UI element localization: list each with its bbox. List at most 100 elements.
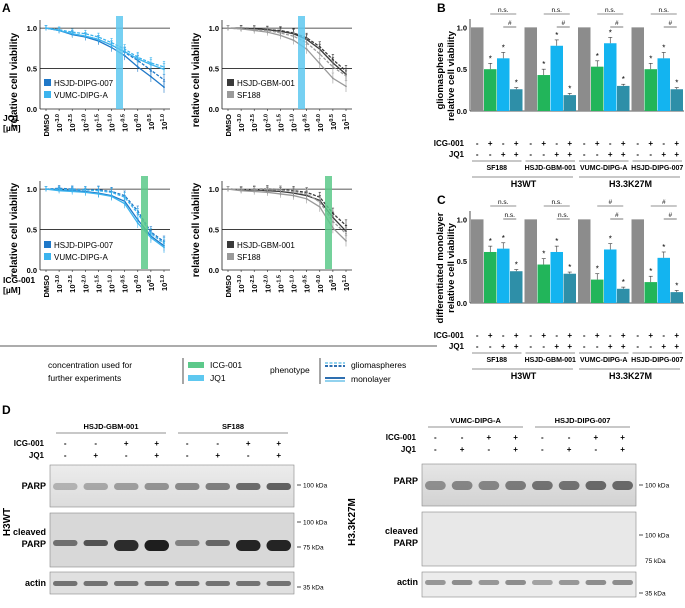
y-tick-label: 0.0 bbox=[209, 266, 219, 275]
blot-label-parp-r: PARP bbox=[394, 476, 418, 486]
x-tick-label: 10-0.5 bbox=[303, 275, 312, 293]
row2-xlabel-a: ICG-001 [µM] bbox=[3, 275, 35, 295]
legend-gbm-1: HSJD-GBM-001 SF188 bbox=[227, 79, 295, 100]
blot-icg-sign: - bbox=[94, 439, 97, 448]
data-point bbox=[149, 75, 152, 78]
blot-band bbox=[83, 483, 108, 490]
x-tick-label: 101.0 bbox=[342, 275, 351, 291]
significance-star: * bbox=[609, 235, 612, 244]
bar bbox=[657, 58, 670, 111]
significance-star: * bbox=[622, 75, 625, 84]
blot-band bbox=[53, 483, 78, 490]
blot-right-side-label: H3.3K27M bbox=[347, 498, 358, 546]
bar bbox=[550, 251, 563, 303]
x-tick-label: 10-3.0 bbox=[237, 114, 246, 132]
jq1-sign: + bbox=[567, 150, 572, 159]
cell-line-label: HSJD-DIPG-007 bbox=[631, 357, 683, 364]
blot-jq1-sign: + bbox=[567, 445, 572, 454]
icg-sign: - bbox=[636, 139, 639, 148]
legend-swatch-gbm001-2 bbox=[227, 241, 234, 248]
data-point bbox=[110, 195, 113, 198]
significance-star: * bbox=[568, 263, 571, 272]
bar bbox=[510, 89, 523, 111]
data-point bbox=[331, 227, 334, 229]
legend-glio: gliomaspheres bbox=[351, 360, 406, 370]
jq1-sign: - bbox=[529, 150, 532, 159]
data-point bbox=[240, 28, 243, 30]
cell-line-label: HSJD-GBM-001 bbox=[525, 357, 576, 364]
panel-label-a: A bbox=[2, 1, 11, 15]
y-tick-label: 0.5 bbox=[27, 226, 37, 235]
sig-label-top: # bbox=[608, 199, 612, 206]
jq1-sign: - bbox=[489, 342, 492, 351]
data-point bbox=[136, 66, 139, 68]
blot-icg-sign: - bbox=[568, 433, 571, 442]
mw-label: 75 kDa bbox=[303, 545, 324, 552]
row-label-icg: ICG-001 bbox=[434, 139, 465, 148]
legend-dipg-2: HSJD-DIPG-007 VUMC-DIPG-A bbox=[44, 241, 114, 262]
bar bbox=[591, 66, 604, 111]
x-tick-label: 10-2.5 bbox=[68, 275, 77, 293]
icg-sign: - bbox=[502, 331, 505, 340]
blot-label-actin: actin bbox=[25, 578, 46, 588]
legend-swatch-vumc-2 bbox=[44, 253, 51, 260]
icg-sign: + bbox=[674, 139, 679, 148]
jq1-sign: - bbox=[596, 150, 599, 159]
data-point bbox=[163, 78, 165, 81]
bar bbox=[604, 249, 617, 303]
bar bbox=[524, 27, 537, 112]
icg-sign: + bbox=[648, 139, 653, 148]
icg-sign: - bbox=[555, 139, 558, 148]
blot-band bbox=[478, 481, 500, 490]
jq1-sign: - bbox=[583, 150, 586, 159]
sig-label-low: n.s. bbox=[558, 212, 569, 219]
significance-star: * bbox=[515, 79, 518, 88]
y-tick-label: 1.0 bbox=[457, 215, 467, 224]
jq1-sign: + bbox=[554, 150, 559, 159]
blot-band bbox=[612, 481, 633, 490]
bottom-legend: concentration used for further experimen… bbox=[0, 345, 437, 384]
blot-band bbox=[425, 580, 446, 585]
icg-sign: + bbox=[541, 139, 546, 148]
bar bbox=[631, 27, 644, 112]
significance-star: * bbox=[542, 60, 545, 69]
data-point bbox=[279, 193, 282, 195]
jq1-sign: - bbox=[542, 150, 545, 159]
icg-sign: - bbox=[609, 139, 612, 148]
y-tick-label: 1.0 bbox=[27, 185, 37, 194]
legend-mono: monolayer bbox=[351, 374, 391, 384]
blot-band bbox=[478, 580, 500, 585]
bar bbox=[670, 292, 683, 303]
blot-band bbox=[144, 581, 169, 586]
blot-band bbox=[53, 540, 78, 546]
data-point bbox=[163, 86, 165, 89]
significance-star: * bbox=[515, 261, 518, 270]
data-point bbox=[292, 194, 295, 197]
blot-jq1-sign: + bbox=[215, 451, 220, 460]
panel-a-ylabel-1: relative cell viability bbox=[9, 32, 20, 127]
blot-row-icg: ICG-001 bbox=[14, 439, 45, 448]
bar bbox=[591, 279, 604, 303]
data-point bbox=[136, 222, 139, 224]
x-tick-label: 10-3.0 bbox=[237, 275, 246, 293]
blot-icg-sign: - bbox=[186, 439, 189, 448]
blot-band bbox=[144, 540, 169, 551]
significance-star: * bbox=[662, 243, 665, 252]
blot-jq1-sign: - bbox=[541, 445, 544, 454]
significance-star: * bbox=[649, 54, 652, 63]
blot-icg-sign: - bbox=[216, 439, 219, 448]
line-chart-jq1-dipg: 0.0 0.5 1.0 DMSO 10-3.0 10-2.5 10-2.0 10-1.5 10-… bbox=[27, 20, 170, 137]
icg-sign: + bbox=[488, 139, 493, 148]
jq1-sign: + bbox=[674, 150, 679, 159]
mw-label: 100 kDa bbox=[645, 483, 670, 490]
blot-label-cleaved-2r: PARP bbox=[394, 538, 418, 548]
significance-star: * bbox=[596, 52, 599, 61]
x-tick-label: 10-1.5 bbox=[94, 114, 103, 132]
jq1-sign: - bbox=[596, 342, 599, 351]
data-point bbox=[266, 31, 269, 34]
x-tick-label: 100.5 bbox=[329, 275, 338, 291]
bar bbox=[604, 43, 617, 111]
data-point bbox=[123, 196, 126, 199]
panel-label-d: D bbox=[2, 403, 11, 417]
x-tick-label: 10-3.0 bbox=[55, 275, 64, 293]
